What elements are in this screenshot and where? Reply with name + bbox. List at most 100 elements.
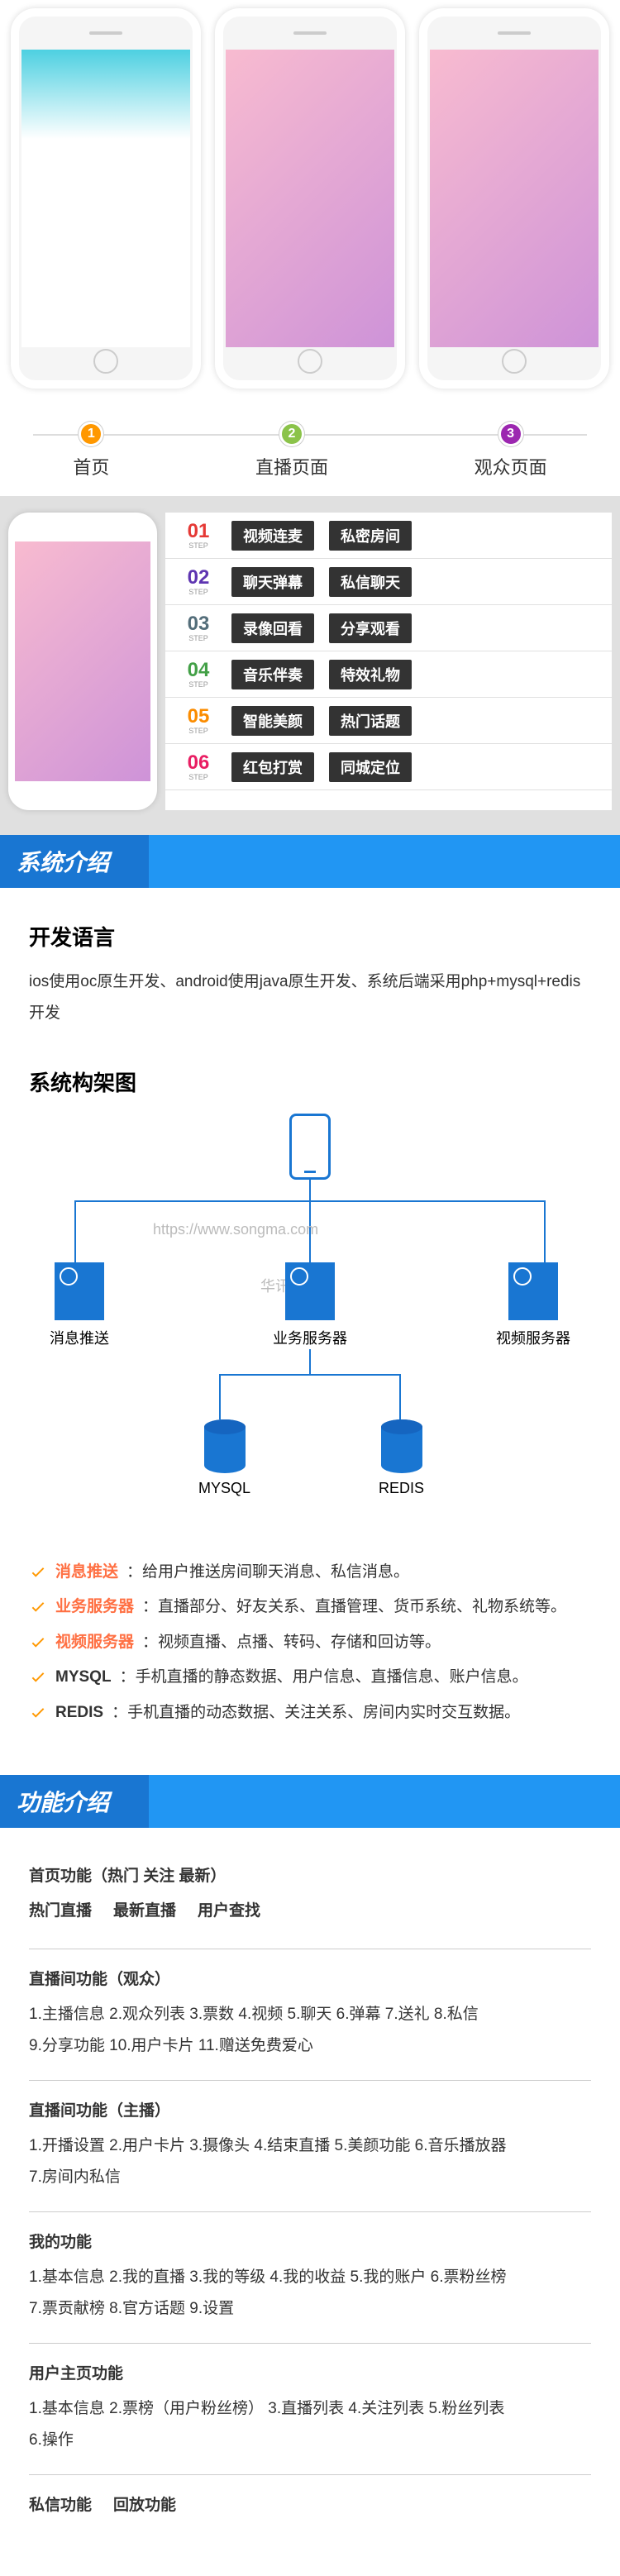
function-group: 用户主页功能1.基本信息 2.票榜（用户粉丝榜） 3.直播列表 4.关注列表 5… [29,2359,591,2456]
phone-live [215,8,405,389]
step-label: 直播页面 [255,453,328,479]
feature-row: 04 STEP 音乐伴奏 特效礼物 [165,651,612,698]
divider [29,2343,591,2344]
service-item: REDIS ：手机直播的动态数据、关注关系、房间内实时交互数据。 [29,1701,591,1725]
service-item: 业务服务器 ：直播部分、好友关系、直播管理、货币系统、礼物系统等。 [29,1595,591,1620]
section-title: 功能介绍 [17,1785,109,1818]
service-item: 视频服务器 ：视频直播、点播、转码、存储和回访等。 [29,1630,591,1655]
arch-push-server: 消息推送 [50,1262,109,1348]
check-icon [29,1633,47,1651]
function-items: 热门直播最新直播用户查找 [29,1896,591,1930]
step-label: 首页 [73,453,109,479]
arch-redis: REDIS [379,1419,424,1497]
check-icon [29,1667,47,1686]
service-label: 消息推送 [55,1560,118,1585]
service-list: 消息推送 ：给用户推送房间聊天消息、私信消息。业务服务器 ：直播部分、好友关系、直播… [29,1560,591,1725]
step-circle: 2 [279,422,304,446]
function-items: 7.票贡献榜 8.官方话题 9.设置 [29,2293,591,2325]
section-title: 系统介绍 [17,845,109,878]
function-title: 我的功能 [29,2227,591,2259]
function-group: 直播间功能（主播）1.开播设置 2.用户卡片 3.摄像头 4.结束直播 5.美颜… [29,2096,591,2193]
dev-lang-body: ios使用oc原生开发、android使用java原生开发、系统后端采用php+… [29,966,591,1029]
features-table: 01 STEP 视频连麦 私密房间 02 STEP 聊天弹幕 私信聊天 03 S… [165,513,612,810]
divider [29,2211,591,2212]
service-label: 视频服务器 [55,1630,134,1655]
check-icon [29,1703,47,1721]
divider [29,2080,591,2081]
step-column: 02 STEP [165,568,231,596]
features-section: 01 STEP 视频连麦 私密房间 02 STEP 聊天弹幕 私信聊天 03 S… [0,496,620,835]
feature-row: 06 STEP 红包打赏 同城定位 [165,744,612,790]
function-footer-item: 私信功能 [29,2490,92,2521]
feature-tag: 聊天弹幕 [231,567,314,597]
feature-tag: 特效礼物 [329,660,412,689]
service-item: MYSQL ：手机直播的静态数据、用户信息、直播信息、账户信息。 [29,1665,591,1690]
arch-video-server: 视频服务器 [496,1262,570,1348]
function-items: 1.主播信息 2.观众列表 3.票数 4.视频 5.聊天 6.弹幕 7.送礼 8… [29,1999,591,2030]
function-group: 直播间功能（观众）1.主播信息 2.观众列表 3.票数 4.视频 5.聊天 6.… [29,1964,591,2062]
service-desc: ：给用户推送房间聊天消息、私信消息。 [126,1560,409,1585]
function-footer-item: 回放功能 [113,2490,176,2521]
arch-mysql: MYSQL [198,1419,250,1497]
feature-tag: 音乐伴奏 [231,660,314,689]
function-items: 1.基本信息 2.我的直播 3.我的等级 4.我的收益 5.我的账户 6.票粉丝… [29,2262,591,2293]
architecture-diagram: https://www.songma.com 华讯酷酷鱼 消息推送 业务服务器 … [29,1114,591,1543]
phone-home [11,8,201,389]
watermark: https://www.songma.com [153,1221,318,1238]
service-label: REDIS [55,1701,103,1725]
feature-row: 02 STEP 聊天弹幕 私信聊天 [165,559,612,605]
step-circle: 1 [79,422,103,446]
feature-tag: 分享观看 [329,613,412,643]
function-title: 直播间功能（观众） [29,1964,591,1996]
check-icon [29,1597,47,1615]
step-circle: 3 [498,422,523,446]
arch-client [289,1114,331,1180]
feature-tag: 私密房间 [329,521,412,551]
section-header-system: 系统介绍 [0,835,620,888]
phone-viewer [419,8,609,389]
service-label: 业务服务器 [55,1595,134,1620]
service-desc: ：视频直播、点播、转码、存储和回访等。 [142,1630,441,1655]
phone-mockups [0,0,620,405]
phone-small [8,513,157,810]
function-group: 我的功能1.基本信息 2.我的直播 3.我的等级 4.我的收益 5.我的账户 6… [29,2227,591,2325]
step-column: 03 STEP [165,614,231,642]
feature-tag: 智能美颜 [231,706,314,736]
function-items: 6.操作 [29,2425,591,2456]
function-title: 首页功能（热门 关注 最新） [29,1861,591,1892]
check-icon [29,1562,47,1581]
service-item: 消息推送 ：给用户推送房间聊天消息、私信消息。 [29,1560,591,1585]
function-group: 首页功能（热门 关注 最新） 热门直播最新直播用户查找 [29,1861,591,1930]
section-header-functions: 功能介绍 [0,1775,620,1828]
function-title: 用户主页功能 [29,2359,591,2390]
feature-tag: 同城定位 [329,752,412,782]
function-items: 7.房间内私信 [29,2162,591,2193]
feature-tag: 私信聊天 [329,567,412,597]
system-content: 开发语言 ios使用oc原生开发、android使用java原生开发、系统后端采… [0,888,620,1775]
step-label: 观众页面 [475,453,547,479]
step-column: 01 STEP [165,522,231,550]
feature-row: 03 STEP 录像回看 分享观看 [165,605,612,651]
function-items: 9.分享功能 10.用户卡片 11.赠送免费爱心 [29,2030,591,2062]
feature-tag: 热门话题 [329,706,412,736]
service-desc: ：手机直播的动态数据、关注关系、房间内实时交互数据。 [112,1701,520,1725]
feature-row: 05 STEP 智能美颜 热门话题 [165,698,612,744]
arch-title: 系统构架图 [29,1066,591,1097]
functions-content: 首页功能（热门 关注 最新）热门直播最新直播用户查找直播间功能（观众）1.主播信… [0,1828,620,2576]
feature-row: 01 STEP 视频连麦 私密房间 [165,513,612,559]
phone-timeline: 1 首页 2 直播页面 3 观众页面 [0,405,620,496]
feature-tag: 红包打赏 [231,752,314,782]
feature-tag: 录像回看 [231,613,314,643]
arch-biz-server: 业务服务器 [273,1262,347,1348]
service-desc: ：直播部分、好友关系、直播管理、货币系统、礼物系统等。 [142,1595,566,1620]
dev-lang-title: 开发语言 [29,921,591,952]
service-label: MYSQL [55,1665,112,1690]
service-desc: ：手机直播的静态数据、用户信息、直播信息、账户信息。 [120,1665,528,1690]
function-footer: 私信功能回放功能 [29,2490,591,2525]
function-items: 1.基本信息 2.票榜（用户粉丝榜） 3.直播列表 4.关注列表 5.粉丝列表 [29,2393,591,2425]
step-column: 05 STEP [165,707,231,735]
step-column: 06 STEP [165,753,231,781]
feature-tag: 视频连麦 [231,521,314,551]
function-items: 1.开播设置 2.用户卡片 3.摄像头 4.结束直播 5.美颜功能 6.音乐播放… [29,2130,591,2162]
step-column: 04 STEP [165,661,231,689]
